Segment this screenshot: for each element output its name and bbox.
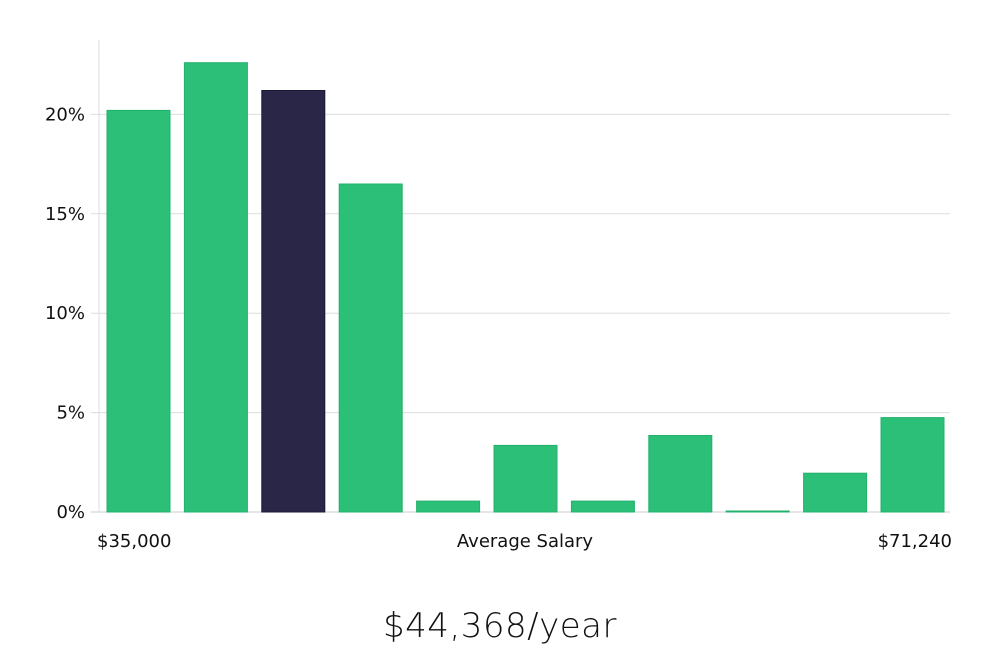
- bar-highlighted: [261, 90, 326, 513]
- y-tick-label: 15%: [45, 204, 85, 225]
- bars: [106, 62, 945, 513]
- salary-histogram: 0% 5% 10% 15% 20% $35,000 Average Salary $71…: [45, 40, 952, 552]
- y-tick-label: 10%: [45, 303, 85, 324]
- bar: [725, 510, 790, 513]
- bar: [106, 109, 171, 513]
- y-tick-label: 0%: [56, 502, 85, 523]
- y-tick-label: 5%: [56, 403, 85, 424]
- bar: [648, 435, 713, 513]
- y-tick-labels: 0% 5% 10% 15% 20%: [45, 104, 85, 523]
- x-axis-title: Average Salary: [457, 531, 594, 552]
- bar: [570, 500, 635, 513]
- x-min-label: $35,000: [97, 531, 171, 552]
- bar: [880, 417, 945, 513]
- bar: [416, 500, 481, 513]
- bar: [803, 472, 868, 513]
- bar: [338, 183, 403, 513]
- y-tick-label: 20%: [45, 104, 85, 125]
- bar: [183, 62, 248, 513]
- average-salary-value: $44,368/year: [383, 606, 617, 646]
- x-max-label: $71,240: [878, 531, 952, 552]
- bar: [493, 444, 558, 513]
